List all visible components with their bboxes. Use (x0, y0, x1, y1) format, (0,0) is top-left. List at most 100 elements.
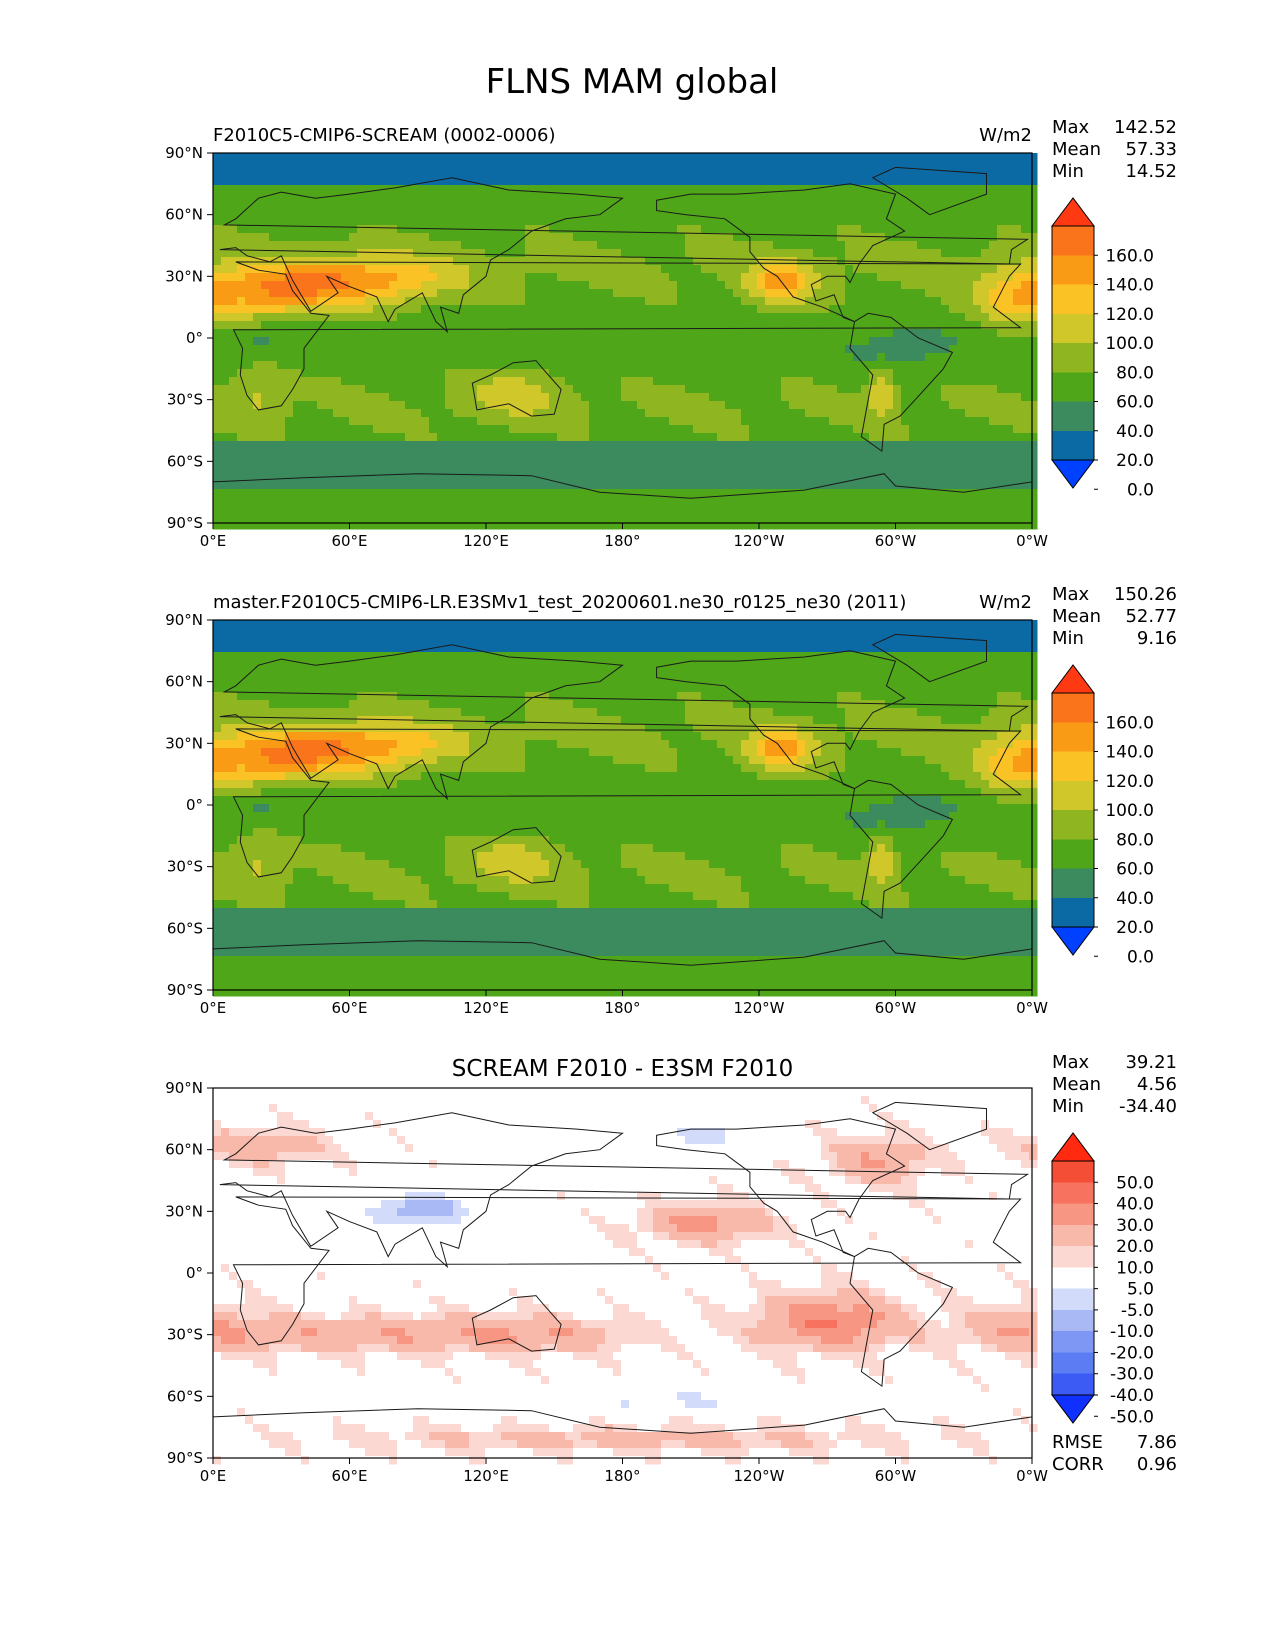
colorbar-extend-bottom (1051, 1394, 1095, 1424)
colorbar-extend-top (1051, 197, 1095, 227)
coastline-2 (471, 360, 562, 417)
stat-label: Mean (1052, 139, 1101, 160)
stat-label: Min (1052, 628, 1084, 649)
coastline-4 (849, 312, 954, 453)
coastline-3 (656, 650, 906, 790)
colorbar-bin (1052, 284, 1094, 315)
stat-value: -34.40 (1119, 1096, 1177, 1117)
panel-difference: 0°E 60°E 120°E 180° 120°W 60°W 0°W 90°N 60°N 30°N… (165, 1052, 1177, 1485)
coastline-2 (471, 827, 562, 884)
coastline-0 (232, 261, 1023, 411)
colorbar-bin (1052, 372, 1094, 402)
y-tick-label: 0° (186, 1264, 203, 1282)
x-tick-label: 120°W (734, 999, 785, 1017)
stat-label: Mean (1052, 1074, 1101, 1095)
y-tick-label: 90°N (165, 1079, 203, 1097)
y-tick-label: 90°N (165, 611, 203, 629)
panel-reference: 0°E 60°E 120°E 180° 120°W 60°W 0°W 90°N 60°N 30°N… (165, 584, 1177, 1017)
x-tick-label: 120°W (734, 1467, 785, 1485)
coastline-3 (656, 183, 906, 323)
x-tick-label: 180° (604, 1467, 640, 1485)
colorbar: 160.0 140.0 120.0 100.0 80.0 60.0 40.0 20.0 0.0 (1051, 664, 1154, 967)
y-tick-label: 90°S (167, 981, 203, 999)
colorbar-tick-label: 80.0 (1116, 830, 1154, 850)
colorbar-tick-label: 160.0 (1105, 246, 1154, 266)
stat-value: 57.33 (1125, 139, 1177, 160)
x-tick-label: 180° (604, 532, 640, 550)
map-field (213, 620, 1038, 997)
x-tick-label: 0°W (1016, 532, 1048, 550)
map-field (213, 1088, 1038, 1465)
coastline-4 (849, 1247, 954, 1388)
x-tick-label: 180° (604, 999, 640, 1017)
stat-value: 39.21 (1125, 1052, 1177, 1073)
y-tick-label: 30°N (165, 267, 203, 285)
colorbar-bin (1052, 430, 1094, 461)
y-tick-label: 30°S (167, 1326, 203, 1344)
colorbar-tick-label: 60.0 (1116, 860, 1154, 880)
colorbar-bin (1052, 1288, 1094, 1311)
colorbar-tick-label: -50.0 (1110, 1407, 1154, 1427)
colorbar-bin (1052, 868, 1094, 899)
colorbar-tick-label: 140.0 (1105, 276, 1154, 296)
stat-value: 4.56 (1137, 1074, 1177, 1095)
colorbar-tick-label: 120.0 (1105, 772, 1154, 792)
colorbar-tick-label: 100.0 (1105, 334, 1154, 354)
metric-label: CORR (1052, 1454, 1104, 1475)
colorbar-tick-label: 20.0 (1116, 451, 1154, 471)
colorbar-bin (1052, 1246, 1094, 1268)
y-tick-label: 0° (186, 796, 203, 814)
y-tick-label: 60°S (167, 452, 203, 470)
stat-value: 52.77 (1125, 606, 1177, 627)
colorbar-bin (1052, 313, 1094, 344)
colorbar-bin (1052, 343, 1094, 373)
colorbar-bin (1052, 810, 1094, 840)
colorbar-tick-label: 40.0 (1116, 889, 1154, 909)
figure-title: FLNS MAM global (486, 62, 779, 102)
y-tick-label: 30°S (167, 391, 203, 409)
colorbar-frame (1051, 1160, 1095, 1396)
coastline-0 (232, 1196, 1023, 1346)
x-tick-label: 60°E (331, 1467, 367, 1485)
x-tick-label: 120°E (463, 999, 509, 1017)
metric-value: 0.96 (1137, 1454, 1177, 1475)
colorbar-tick-label: 80.0 (1116, 363, 1154, 383)
colorbar-bin (1052, 1309, 1094, 1332)
colorbar-bin (1052, 1224, 1094, 1247)
colorbar-bin (1052, 1373, 1094, 1396)
colorbar-bin (1052, 1267, 1094, 1290)
y-tick-label: 60°S (167, 1387, 203, 1405)
x-tick-label: 60°E (331, 532, 367, 550)
stat-label: Min (1052, 1096, 1084, 1117)
stat-label: Max (1052, 117, 1090, 138)
x-tick-label: 120°E (463, 532, 509, 550)
panel-test: 0°E 60°E 120°E 180° 120°W 60°W 0°W 90°N 60°N 30°N… (165, 117, 1177, 550)
colorbar-tick-label: 40.0 (1116, 422, 1154, 442)
colorbar-tick-label: 120.0 (1105, 305, 1154, 325)
colorbar-tick-label: -20.0 (1110, 1343, 1154, 1363)
colorbar-tick-label: -5.0 (1121, 1301, 1154, 1321)
coastline-1 (219, 1112, 1030, 1269)
y-tick-label: 30°N (165, 734, 203, 752)
panel-title: master.F2010C5-CMIP6-LR.E3SMv1_test_2020… (213, 592, 906, 613)
stat-label: Max (1052, 1052, 1090, 1073)
colorbar-bin (1052, 1331, 1094, 1353)
x-tick-label: 0°E (200, 1467, 227, 1485)
stat-value: 150.26 (1114, 584, 1177, 605)
y-tick-label: 0° (186, 329, 203, 347)
colorbar-bin (1052, 1161, 1094, 1183)
colorbar-tick-label: 60.0 (1116, 393, 1154, 413)
coastline-0 (232, 728, 1023, 878)
colorbar-tick-label: 0.0 (1127, 480, 1154, 500)
x-tick-label: 60°W (875, 1467, 917, 1485)
colorbar-bin (1052, 255, 1094, 285)
x-tick-label: 0°E (200, 532, 227, 550)
colorbar-bin (1052, 693, 1094, 723)
coastline-5 (871, 1101, 987, 1151)
colorbar-tick-label: -10.0 (1110, 1322, 1154, 1342)
y-tick-label: 60°N (165, 1141, 203, 1159)
colorbar-tick-label: 140.0 (1105, 743, 1154, 763)
colorbar-bin (1052, 751, 1094, 782)
coastlines (212, 166, 1033, 524)
